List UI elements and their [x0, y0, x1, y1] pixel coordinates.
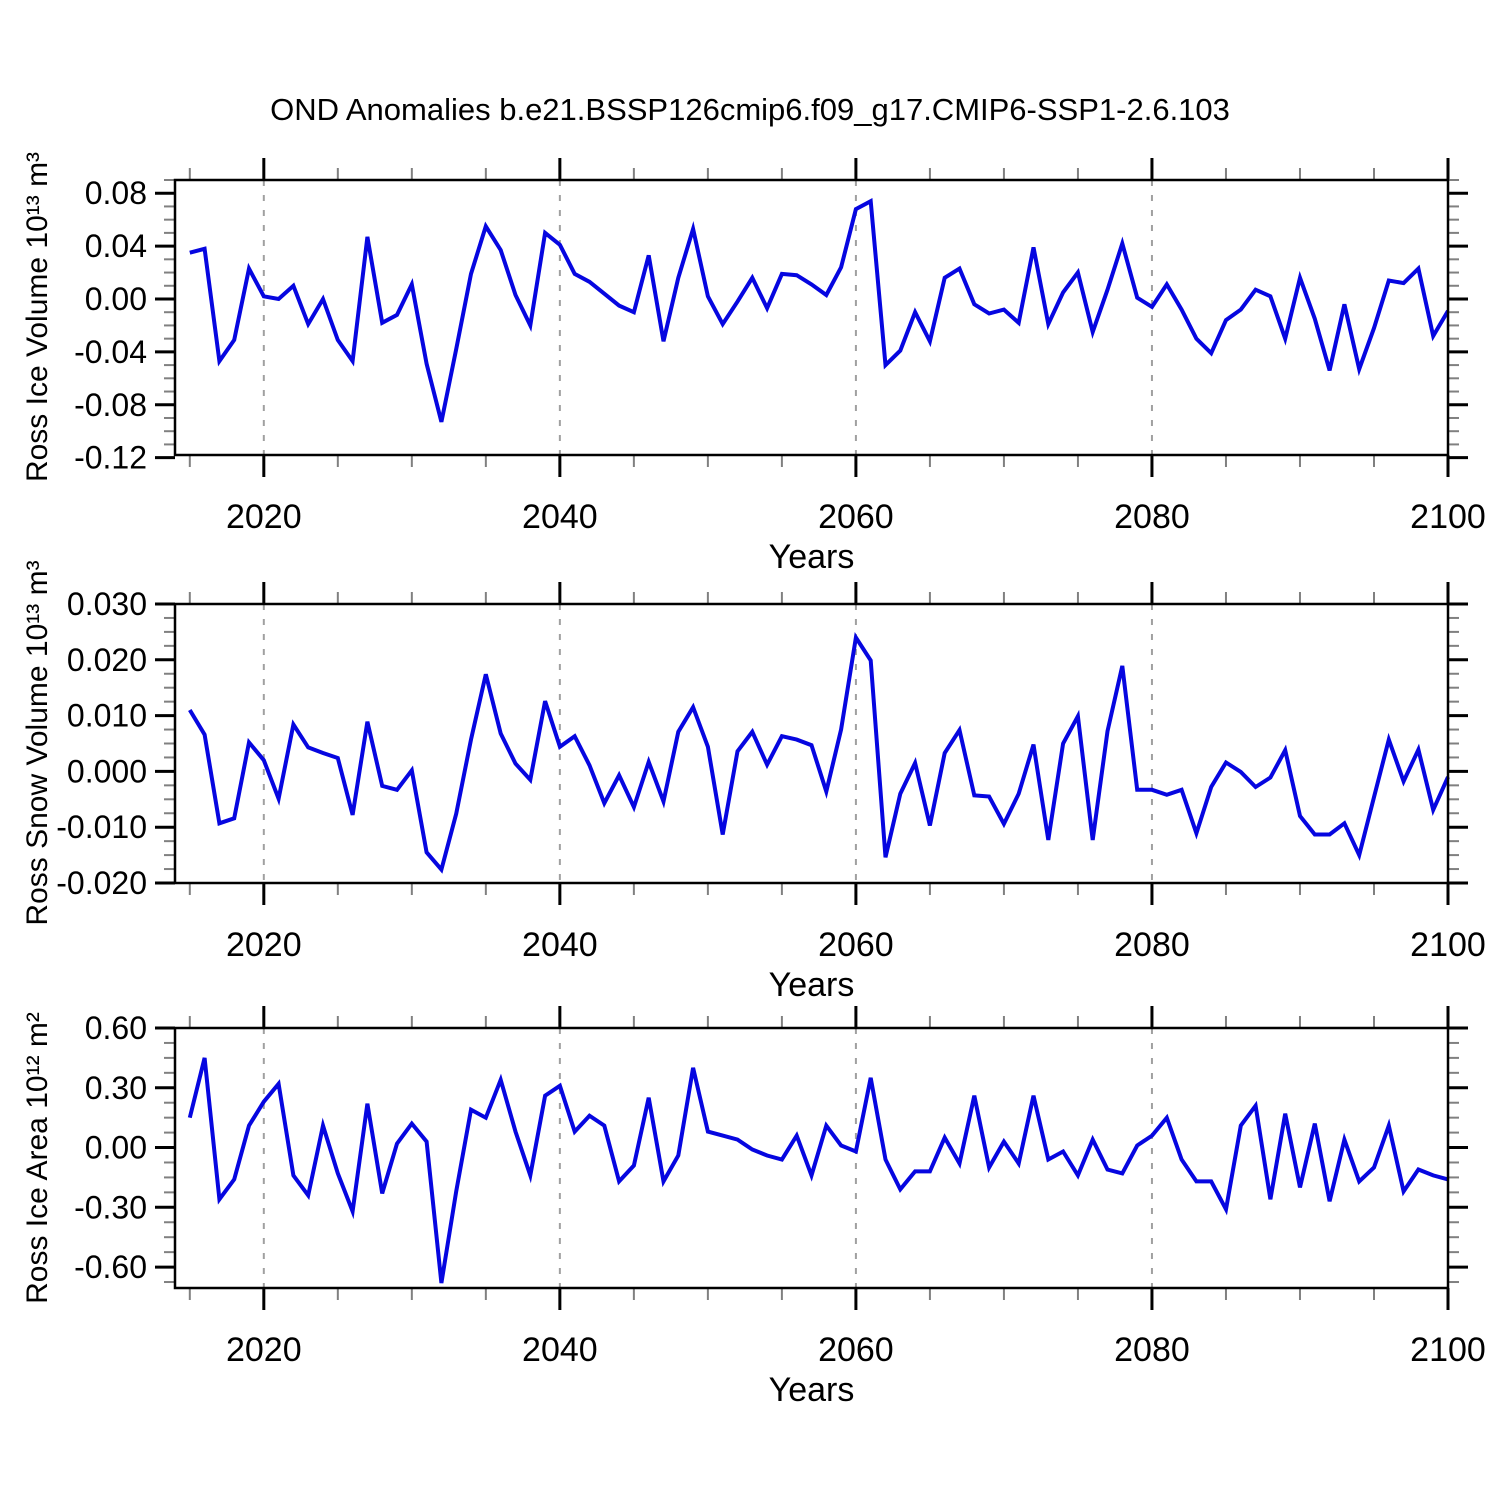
x-tick-label: 2100	[1410, 498, 1486, 536]
y-axis-title-snow-volume: Ross Snow Volume 10¹³ m³	[21, 560, 54, 926]
x-tick-label: 2100	[1410, 926, 1486, 964]
y-tick-label: 0.04	[85, 228, 147, 264]
x-tick-label: 2020	[226, 1331, 302, 1369]
x-tick-label: 2020	[226, 926, 302, 964]
y-tick-label: -0.30	[74, 1189, 147, 1225]
y-tick-label: 0.00	[85, 281, 147, 317]
y-tick-label: -0.04	[74, 334, 147, 370]
x-tick-label: 2080	[1114, 1331, 1190, 1369]
panel-3: 2020 2040 2060 2080 2100 0.60 0.30 0.00 -0.30 -0.…	[74, 1006, 1486, 1409]
x-tick-label: 2060	[818, 926, 894, 964]
plot-border	[173, 1026, 1450, 1290]
x-tick-label: 2060	[818, 498, 894, 536]
y-tick-label: 0.030	[67, 586, 147, 622]
y-tick-label: -0.60	[74, 1249, 147, 1285]
y-axis-title-ice-volume: Ross Ice Volume 10¹³ m³	[21, 151, 54, 483]
x-tick-label: 2100	[1410, 1331, 1486, 1369]
y-axis-title-ice-area: Ross Ice Area 10¹² m²	[21, 1012, 54, 1304]
y-tick-label: 0.000	[67, 753, 147, 789]
x-tick-label: 2080	[1114, 498, 1190, 536]
y-tick-label: -0.12	[74, 440, 147, 476]
y-tick-label: -0.08	[74, 387, 147, 423]
x-axis-title: Years	[769, 1371, 855, 1409]
x-tick-label: 2040	[522, 926, 598, 964]
x-axis-title: Years	[769, 538, 855, 576]
x-tick-label: 2060	[818, 1331, 894, 1369]
y-tick-label: -0.020	[56, 865, 147, 901]
y-tick-label: 0.020	[67, 642, 147, 678]
y-tick-label: 0.010	[67, 698, 147, 734]
data-line	[187, 1057, 1449, 1284]
plot-border	[173, 602, 1450, 885]
data-line	[188, 632, 1450, 874]
y-tick-label: -0.010	[56, 809, 147, 845]
x-tick-label: 2040	[522, 1331, 598, 1369]
x-tick-label: 2020	[226, 498, 302, 536]
y-tick-label: 0.60	[85, 1010, 147, 1046]
chart-title: OND Anomalies b.e21.BSSP126cmip6.f09_g17…	[270, 92, 1230, 127]
x-tick-label: 2040	[522, 498, 598, 536]
plot-border	[173, 178, 1450, 457]
panel-2: 2020 2040 2060 2080 2100 0.030 0.020 0.010 0.000…	[56, 582, 1486, 1004]
y-tick-label: 0.00	[85, 1130, 147, 1166]
panel-1: 2020 2040 2060 2080 2100 0.08 0.04 0.00 -0.04 -0.…	[74, 158, 1486, 576]
x-tick-label: 2080	[1114, 926, 1190, 964]
x-axis-title: Years	[769, 966, 855, 1004]
y-tick-label: 0.08	[85, 175, 147, 211]
data-line	[189, 198, 1450, 423]
y-tick-label: 0.30	[85, 1070, 147, 1106]
